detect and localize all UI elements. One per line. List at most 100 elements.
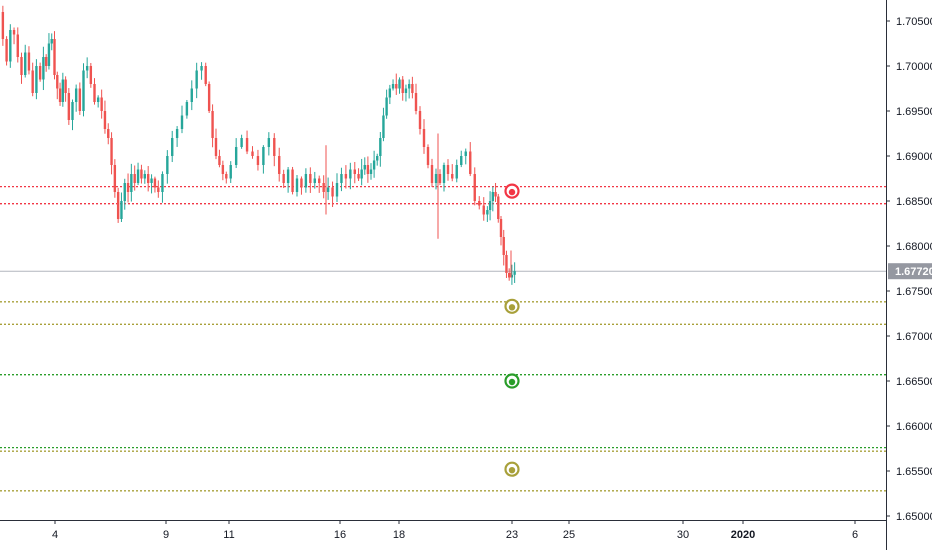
- candle-79: [304, 168, 308, 193]
- candle-body-126: [486, 210, 489, 215]
- candle-109: [414, 83, 418, 115]
- candle-body-103: [395, 84, 398, 89]
- candle-7: [24, 44, 27, 78]
- candle-body-19: [61, 79, 65, 102]
- candle-body-58: [207, 84, 211, 111]
- candle-body-100: [385, 97, 388, 116]
- last-price-label: 1.67720: [895, 266, 932, 278]
- candle-99: [382, 107, 385, 142]
- candle-57: [204, 62, 207, 87]
- candle-69: [256, 149, 260, 171]
- candle-body-59: [211, 111, 214, 138]
- candle-body-114: [434, 174, 438, 183]
- candle-135: [510, 264, 514, 285]
- candle-body-24: [78, 88, 82, 111]
- candle-body-92: [360, 169, 363, 179]
- x-tick-label-4: 16: [334, 529, 346, 541]
- candle-body-122: [469, 151, 472, 174]
- candle-body-54: [190, 88, 193, 102]
- candle-body-90: [353, 169, 356, 174]
- candle-body-32: [107, 129, 110, 138]
- candle-16: [53, 31, 56, 80]
- candle-110: [418, 106, 422, 135]
- candle-body-46: [153, 178, 157, 188]
- candle-body-6: [20, 57, 23, 75]
- candle-body-67: [245, 138, 249, 152]
- candle-body-51: [175, 129, 179, 138]
- candle-83: [322, 175, 325, 199]
- candle-27: [89, 62, 93, 88]
- candle-body-27: [89, 66, 93, 84]
- candle-25: [82, 63, 85, 117]
- x-tick-label-1: 4: [52, 529, 58, 541]
- candle-body-40: [133, 174, 136, 183]
- candle-93: [363, 157, 366, 175]
- candle-15: [50, 33, 53, 51]
- candle-132: [502, 229, 505, 266]
- candle-66: [240, 134, 243, 149]
- candle-52: [180, 105, 184, 134]
- candle-71: [267, 132, 271, 156]
- candle-body-119: [455, 165, 458, 179]
- candle-body-108: [411, 84, 414, 93]
- candle-63: [225, 171, 228, 184]
- candle-body-28: [93, 84, 96, 102]
- candle-4: [12, 27, 16, 45]
- candle-body-120: [460, 156, 463, 165]
- level-marker-icon-2: [504, 298, 520, 314]
- x-tick-label-9: 2020: [731, 529, 755, 541]
- candle-body-53: [185, 102, 189, 116]
- candle-body-8: [27, 52, 31, 71]
- marker-dot-3: [508, 378, 516, 386]
- candle-114: [434, 168, 438, 190]
- candle-94: [366, 156, 370, 183]
- candle-56: [200, 62, 203, 80]
- candle-body-44: [146, 174, 150, 183]
- candle-42: [140, 164, 143, 184]
- candle-body-88: [344, 174, 348, 179]
- candle-133: [505, 250, 508, 278]
- y-tick-label-6: 1.67500: [896, 286, 932, 298]
- candle-body-95: [369, 169, 373, 174]
- candle-body-94: [366, 165, 370, 174]
- candle-37: [123, 178, 126, 210]
- level-marker-icon-3: [504, 373, 520, 389]
- candle-55: [195, 62, 198, 99]
- candle-body-7: [24, 52, 27, 75]
- candle-body-74: [282, 174, 285, 183]
- candle-117: [446, 159, 450, 181]
- candle-body-97: [376, 156, 379, 161]
- candle-58: [207, 81, 211, 113]
- candle-body-20: [64, 79, 67, 93]
- last-price-badge: [888, 263, 932, 280]
- candle-12: [42, 46, 45, 91]
- candle-body-35: [116, 192, 120, 219]
- candle-body-62: [221, 165, 225, 174]
- candle-body-57: [204, 66, 207, 84]
- candle-76: [291, 166, 294, 195]
- y-tick-label-9: 1.69000: [896, 151, 932, 163]
- candle-body-76: [291, 169, 294, 192]
- candle-97: [376, 153, 379, 166]
- candle-103: [395, 73, 398, 95]
- candle-body-132: [502, 237, 505, 255]
- candle-88: [344, 165, 348, 189]
- candle-body-73: [278, 156, 281, 174]
- candle-body-15: [50, 39, 53, 44]
- candle-70: [262, 145, 265, 174]
- x-tick-label-3: 11: [223, 529, 234, 541]
- candle-35: [116, 187, 120, 223]
- candle-80: [309, 167, 312, 193]
- candle-body-25: [82, 70, 85, 111]
- candle-body-80: [309, 174, 312, 183]
- candle-body-123: [473, 174, 476, 201]
- candle-2: [5, 36, 8, 66]
- candle-body-34: [113, 165, 117, 192]
- candle-body-110: [418, 111, 422, 129]
- candle-18: [58, 82, 62, 106]
- candle-body-116: [442, 165, 446, 183]
- candle-body-124: [478, 201, 481, 206]
- candle-45: [150, 174, 153, 194]
